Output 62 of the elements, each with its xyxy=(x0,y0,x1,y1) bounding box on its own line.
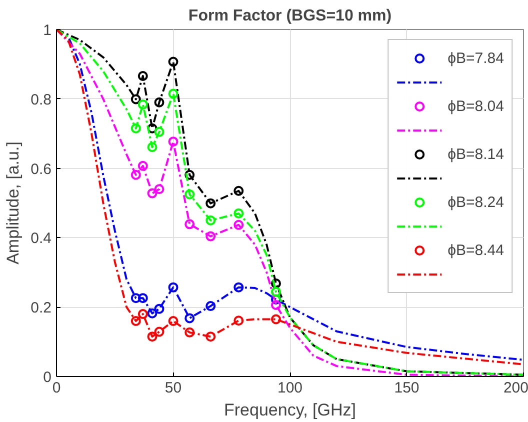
point xyxy=(206,301,216,312)
point xyxy=(234,316,244,326)
point xyxy=(154,97,164,108)
point xyxy=(154,126,164,137)
y-tick-label: 0 xyxy=(43,369,52,386)
point xyxy=(154,326,164,337)
point xyxy=(130,293,141,304)
legend-label: ϕB=8.44 xyxy=(448,242,504,258)
y-tick-label: 1 xyxy=(43,22,52,39)
point xyxy=(138,293,148,304)
point xyxy=(184,170,195,180)
point xyxy=(147,308,158,318)
point xyxy=(168,88,178,99)
point xyxy=(206,215,216,226)
point xyxy=(147,188,158,198)
point xyxy=(234,282,244,292)
y-tick-label: 0.8 xyxy=(30,91,52,108)
y-axis-title: Amplitude, [a.u.] xyxy=(4,142,23,264)
point xyxy=(234,220,244,230)
point xyxy=(147,142,158,152)
point xyxy=(138,309,148,320)
point xyxy=(147,123,158,134)
point xyxy=(184,313,195,324)
point xyxy=(154,184,164,194)
legend-label: ϕB=8.14 xyxy=(448,146,504,162)
x-tick-label: 50 xyxy=(164,380,182,396)
point xyxy=(138,71,148,81)
legend-label: ϕB=7.84 xyxy=(448,50,504,66)
point xyxy=(206,198,216,208)
point xyxy=(270,300,281,310)
x-tick-label: 100 xyxy=(277,380,303,396)
point xyxy=(184,219,195,230)
point xyxy=(168,282,178,292)
chart-title: Form Factor (BGS=10 mm) xyxy=(188,8,392,24)
point xyxy=(206,332,216,342)
point xyxy=(130,316,141,326)
point xyxy=(138,99,148,110)
point xyxy=(206,231,216,242)
point xyxy=(168,136,178,147)
point xyxy=(234,186,244,196)
point xyxy=(270,314,281,324)
x-tick-label: 200 xyxy=(503,380,528,396)
point xyxy=(234,208,244,218)
x-tick-label: 150 xyxy=(394,380,420,396)
point xyxy=(138,160,148,171)
point xyxy=(168,316,178,326)
legend-label: ϕB=8.24 xyxy=(448,194,504,210)
point xyxy=(147,332,158,342)
y-tick-label: 0.4 xyxy=(30,230,52,248)
y-tick-label: 0.6 xyxy=(30,160,52,178)
legend-label: ϕB=8.04 xyxy=(448,98,504,114)
point xyxy=(184,327,195,338)
point xyxy=(130,123,141,134)
x-axis-title: Frequency, [GHz] xyxy=(224,400,356,420)
point xyxy=(184,189,195,200)
point xyxy=(270,278,281,288)
point xyxy=(130,170,141,180)
point xyxy=(154,304,164,314)
point xyxy=(130,94,141,104)
y-tick-label: 0.2 xyxy=(30,300,52,317)
point xyxy=(270,286,281,297)
point xyxy=(168,56,178,67)
